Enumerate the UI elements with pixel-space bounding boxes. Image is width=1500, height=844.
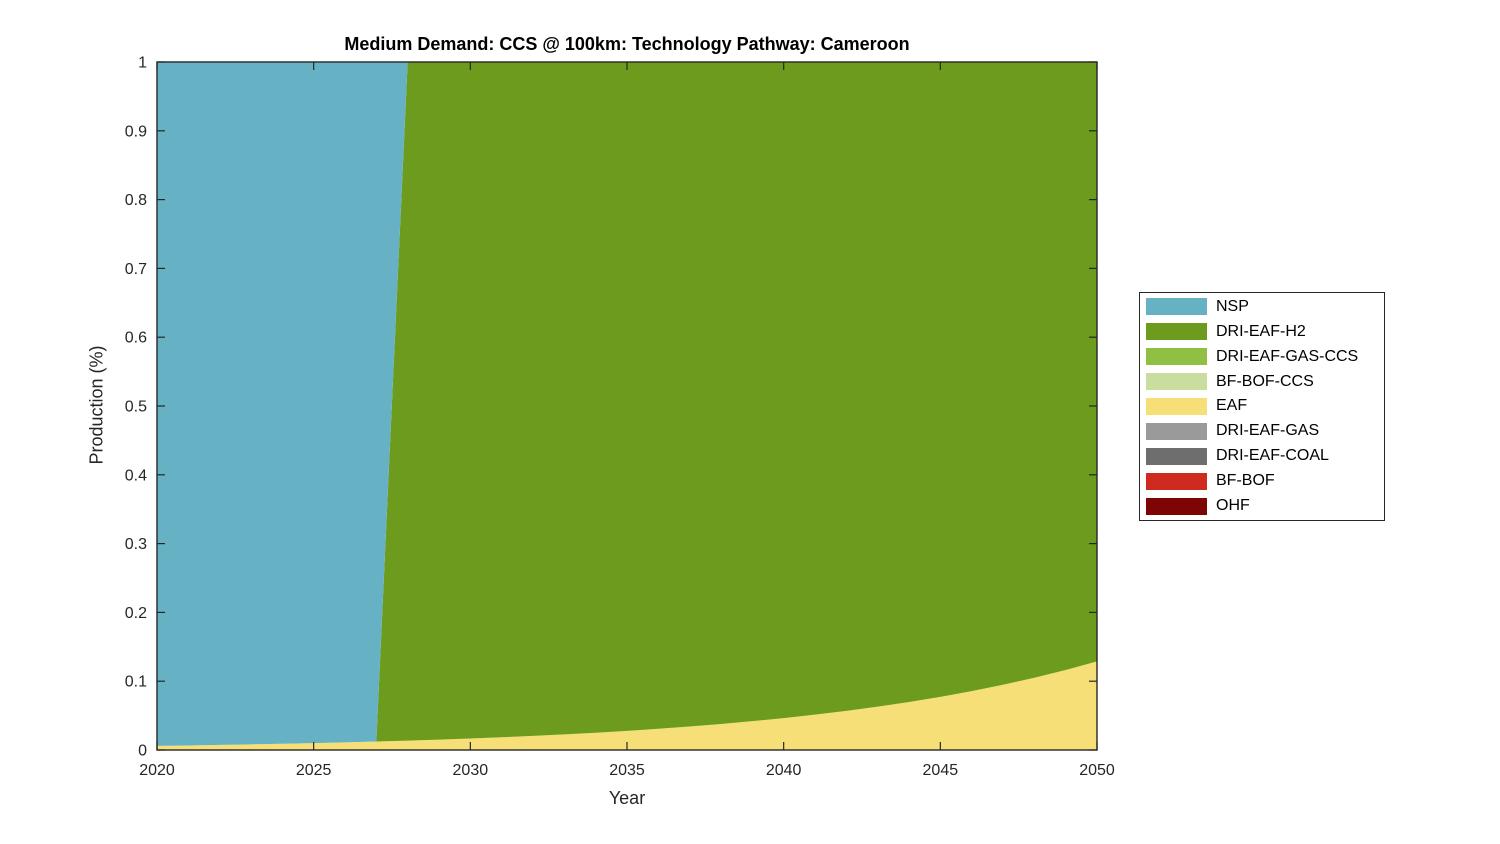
legend-label: DRI-EAF-GAS bbox=[1216, 422, 1320, 440]
legend-swatch bbox=[1146, 497, 1207, 515]
y-tick-label: 0.5 bbox=[125, 399, 147, 416]
y-tick-label: 0.1 bbox=[125, 674, 147, 691]
y-tick-label: 0.7 bbox=[125, 261, 147, 278]
legend-item: OHF bbox=[1146, 495, 1384, 517]
x-tick-label: 2035 bbox=[609, 762, 645, 779]
x-tick-label: 2040 bbox=[766, 762, 802, 779]
legend-swatch bbox=[1146, 447, 1207, 465]
legend-item: BF-BOF bbox=[1146, 470, 1384, 492]
y-tick-label: 0.4 bbox=[125, 467, 147, 484]
legend: NSP DRI-EAF-H2 DRI-EAF-GAS-CCS BF-BOF-CCS EA… bbox=[1139, 292, 1385, 521]
x-tick-label: 2045 bbox=[923, 762, 959, 779]
legend-item: NSP bbox=[1146, 296, 1384, 318]
legend-item: DRI-EAF-GAS-CCS bbox=[1146, 346, 1384, 368]
legend-label: BF-BOF-CCS bbox=[1216, 372, 1314, 390]
y-tick-label: 0 bbox=[138, 743, 147, 760]
legend-item: DRI-EAF-COAL bbox=[1146, 445, 1384, 467]
y-tick-label: 1 bbox=[138, 55, 147, 72]
y-tick-label: 0.2 bbox=[125, 605, 147, 622]
legend-item: DRI-EAF-H2 bbox=[1146, 321, 1384, 343]
legend-swatch bbox=[1146, 298, 1207, 316]
legend-label: BF-BOF bbox=[1216, 472, 1275, 490]
legend-label: DRI-EAF-COAL bbox=[1216, 447, 1329, 465]
legend-label: NSP bbox=[1216, 297, 1249, 315]
area-series-DRI-EAF-H2 bbox=[157, 62, 1097, 746]
x-tick-label: 2050 bbox=[1079, 762, 1115, 779]
legend-swatch bbox=[1146, 397, 1207, 415]
legend-item: EAF bbox=[1146, 395, 1384, 417]
y-tick-label: 0.9 bbox=[125, 123, 147, 140]
legend-swatch bbox=[1146, 472, 1207, 490]
y-tick-label: 0.3 bbox=[125, 536, 147, 553]
area-series-NSP bbox=[157, 62, 1097, 746]
legend-label: EAF bbox=[1216, 397, 1248, 415]
x-tick-label: 2030 bbox=[453, 762, 489, 779]
legend-item: DRI-EAF-GAS bbox=[1146, 420, 1384, 442]
legend-label: OHF bbox=[1216, 497, 1250, 515]
legend-label: DRI-EAF-GAS-CCS bbox=[1216, 347, 1359, 365]
y-tick-label: 0.8 bbox=[125, 192, 147, 209]
x-tick-label: 2020 bbox=[139, 762, 175, 779]
area-series-EAF bbox=[157, 661, 1097, 750]
legend-swatch bbox=[1146, 348, 1207, 366]
legend-item: BF-BOF-CCS bbox=[1146, 371, 1384, 393]
legend-swatch bbox=[1146, 422, 1207, 440]
x-axis-label: Year bbox=[608, 788, 646, 808]
legend-label: DRI-EAF-H2 bbox=[1216, 322, 1306, 340]
y-tick-label: 0.6 bbox=[125, 330, 147, 347]
chart-title: Medium Demand: CCS @ 100km: Technology P… bbox=[344, 34, 910, 54]
x-tick-label: 2025 bbox=[296, 762, 332, 779]
legend-swatch bbox=[1146, 323, 1207, 341]
legend-swatch bbox=[1146, 373, 1207, 391]
